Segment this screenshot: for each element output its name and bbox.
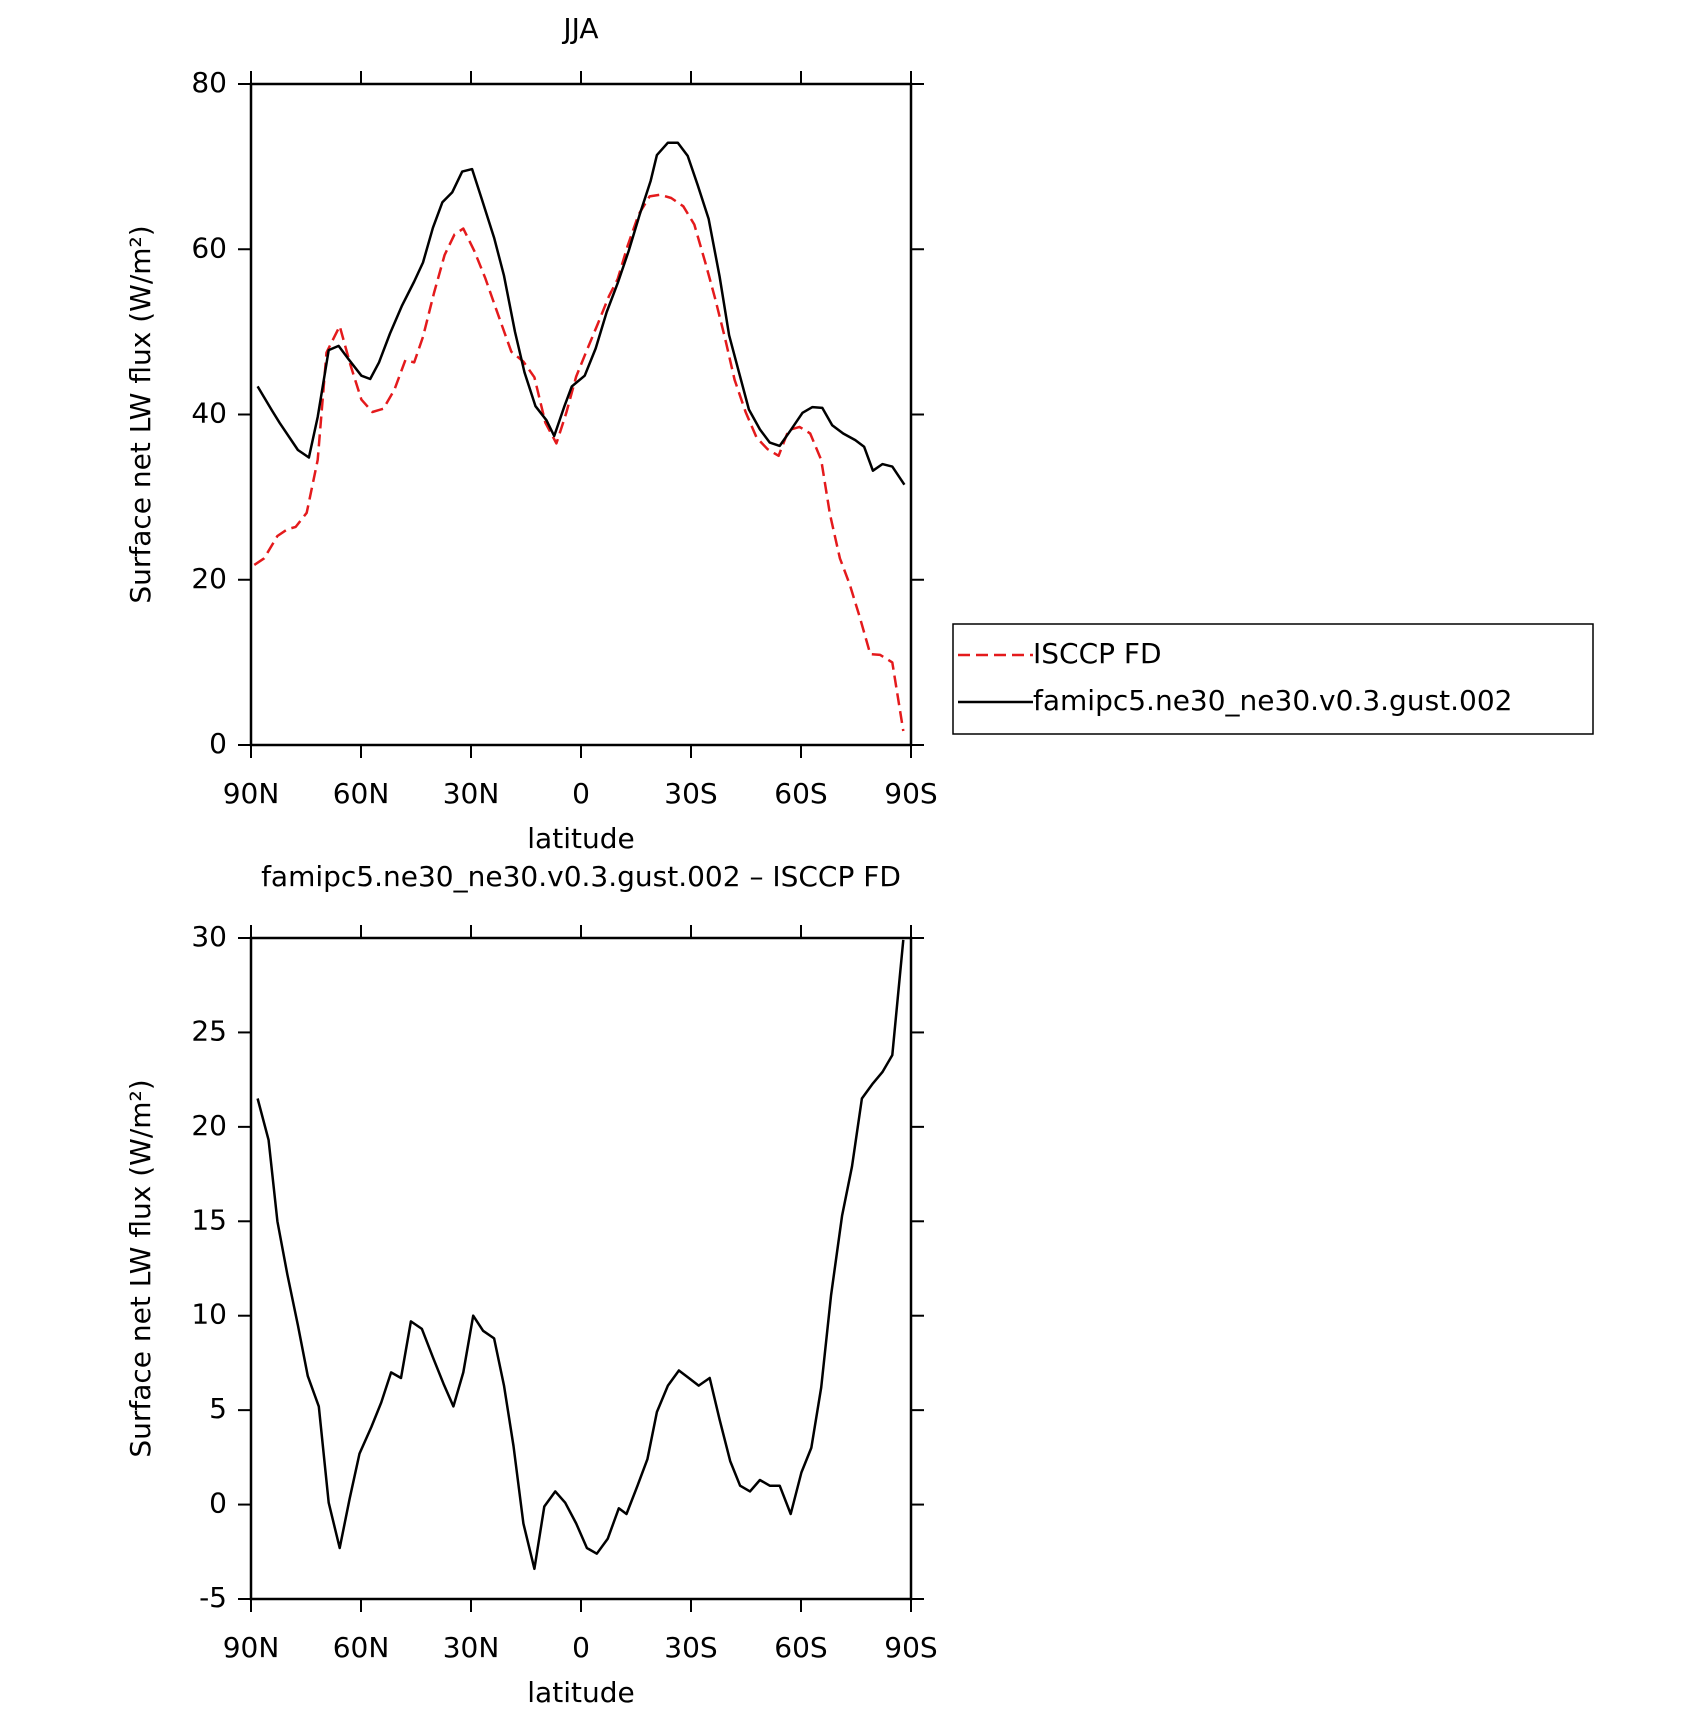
y-tick-label: 10	[191, 1298, 227, 1331]
plot-frame	[249, 82, 913, 747]
y-tick-label: 15	[191, 1203, 227, 1236]
y-tick-label: 20	[191, 1109, 227, 1142]
y-axis-label: Surface net LW flux (W/m²)	[124, 1079, 157, 1457]
x-axis-label: latitude	[527, 1676, 634, 1709]
x-tick-label: 30S	[664, 1631, 717, 1664]
x-tick-label: 30S	[664, 777, 717, 810]
y-tick-label: 40	[191, 397, 227, 430]
y-axis-label: Surface net LW flux (W/m²)	[124, 225, 157, 603]
chart: famipc5.ne30_ne30.v0.3.gust.002 – ISCCP …	[124, 860, 938, 1709]
x-tick-label: 60S	[774, 1631, 827, 1664]
chart-title: famipc5.ne30_ne30.v0.3.gust.002 – ISCCP …	[261, 860, 901, 893]
y-tick-label: 60	[191, 231, 227, 264]
x-tick-label: 30N	[443, 777, 500, 810]
x-tick-label: 90S	[884, 777, 937, 810]
y-tick-label: 0	[209, 727, 227, 760]
y-tick-label: 5	[209, 1392, 227, 1425]
x-tick-label: 60N	[333, 777, 390, 810]
data-line	[256, 141, 906, 486]
x-tick-label: 60S	[774, 777, 827, 810]
legend-label: famipc5.ne30_ne30.v0.3.gust.002	[1033, 684, 1513, 717]
x-tick-label: 0	[572, 1631, 590, 1664]
plot-frame	[249, 936, 913, 1601]
x-tick-label: 60N	[333, 1631, 390, 1664]
data-line	[253, 193, 905, 732]
x-tick-label: 90N	[223, 1631, 280, 1664]
x-tick-label: 0	[572, 777, 590, 810]
y-tick-label: 20	[191, 562, 227, 595]
chart-title: JJA	[561, 12, 598, 45]
y-tick-label: 80	[191, 66, 227, 99]
y-tick-label: 25	[191, 1014, 227, 1047]
legend-label: ISCCP FD	[1033, 637, 1162, 670]
x-tick-label: 90S	[884, 1631, 937, 1664]
y-tick-label: 0	[209, 1487, 227, 1520]
x-tick-label: 90N	[223, 777, 280, 810]
y-tick-label: 30	[191, 920, 227, 953]
x-tick-label: 30N	[443, 1631, 500, 1664]
legend-box	[952, 623, 1594, 735]
data-line	[256, 939, 905, 1571]
y-tick-label: -5	[199, 1581, 227, 1614]
x-axis-label: latitude	[527, 822, 634, 855]
chart: JJA latitude Surface net LW flux (W/m²) 0 20…	[124, 12, 1594, 855]
